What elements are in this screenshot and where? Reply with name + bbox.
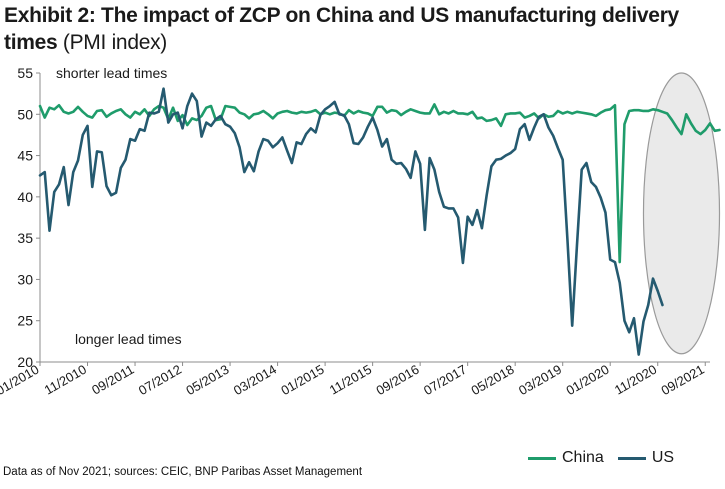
- y-tick-label: 20: [17, 354, 33, 370]
- y-tick-label: 55: [17, 65, 33, 81]
- x-tick-label: 11/2015: [327, 362, 374, 398]
- series-line-us: [38, 87, 664, 356]
- y-tick-label: 35: [17, 230, 33, 246]
- legend-item-china: China: [528, 449, 604, 467]
- x-tick-label: 09/2021: [659, 362, 707, 398]
- annotation-longer-lead-times: longer lead times: [75, 331, 182, 347]
- footnote: Data as of Nov 2021; sources: CEIC, BNP …: [3, 466, 363, 478]
- x-tick-label: 09/2011: [89, 362, 136, 398]
- highlight-ellipse: [642, 72, 721, 355]
- x-tick-label: 05/2013: [183, 362, 231, 398]
- legend: China US: [528, 449, 688, 467]
- x-tick-label: 01/2020: [564, 362, 612, 398]
- y-tick-label: 45: [17, 148, 33, 164]
- legend-swatch-us: [617, 456, 646, 460]
- legend-label-china: China: [562, 449, 604, 466]
- legend-label-us: US: [651, 449, 675, 466]
- chart-title-unit: (PMI index): [62, 31, 167, 54]
- x-tick-label: 05/2018: [468, 362, 516, 398]
- series-line-china: [38, 103, 721, 264]
- legend-swatch-china: [528, 456, 556, 460]
- y-tick-label: 50: [17, 106, 33, 122]
- annotation-shorter-lead-times: shorter lead times: [56, 65, 167, 81]
- x-tick-label: 03/2014: [231, 362, 279, 398]
- x-tick-label: 11/2020: [612, 362, 659, 398]
- chart-title: Exhibit 2: The impact of ZCP on China an…: [4, 2, 721, 56]
- chart-title-main: Exhibit 2: The impact of ZCP on China an…: [4, 4, 679, 54]
- x-tick-label: 11/2010: [42, 362, 89, 398]
- y-tick-label: 30: [17, 271, 33, 287]
- legend-item-us: US: [617, 449, 675, 467]
- y-tick-label: 25: [17, 313, 33, 329]
- x-tick-label: 09/2016: [373, 362, 421, 398]
- x-tick-label: 03/2019: [516, 362, 564, 398]
- x-tick-label: 07/2017: [421, 362, 469, 398]
- x-tick-label: 07/2012: [136, 362, 184, 398]
- x-tick-label: 01/2015: [278, 362, 326, 398]
- y-tick-label: 40: [17, 189, 33, 205]
